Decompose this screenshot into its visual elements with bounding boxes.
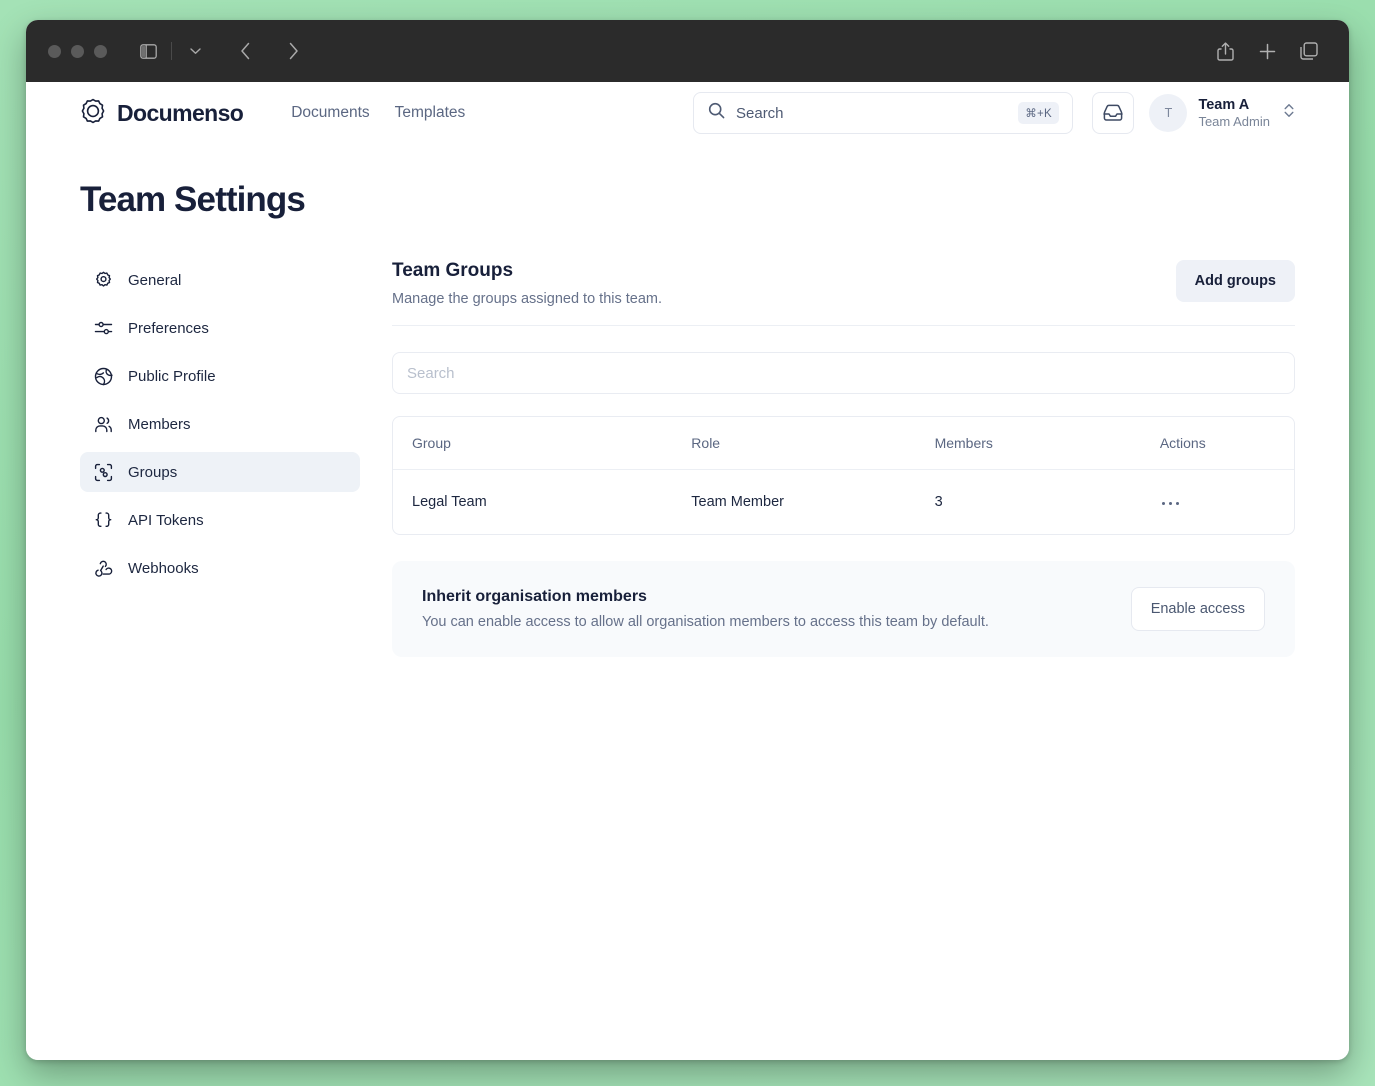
column-header-role[interactable]: Role bbox=[672, 417, 916, 470]
share-icon[interactable] bbox=[1211, 37, 1239, 65]
inherit-organisation-members-panel: Inherit organisation members You can ena… bbox=[392, 561, 1295, 657]
inbox-icon[interactable] bbox=[1092, 92, 1135, 134]
cell-group: Legal Team bbox=[412, 494, 487, 510]
back-arrow-icon[interactable] bbox=[231, 37, 259, 65]
enable-access-button[interactable]: Enable access bbox=[1130, 587, 1265, 631]
sidebar-item-webhooks[interactable]: Webhooks bbox=[80, 548, 360, 588]
braces-icon bbox=[94, 511, 113, 530]
global-search-placeholder: Search bbox=[736, 104, 784, 122]
table-header-row: Group Role Members Actions bbox=[393, 417, 1294, 470]
more-actions-icon[interactable] bbox=[1160, 496, 1182, 512]
content-heading-block: Team Groups Manage the groups assigned t… bbox=[392, 260, 662, 307]
global-search-container: Search ⌘+K bbox=[693, 92, 1073, 134]
add-groups-button[interactable]: Add groups bbox=[1175, 260, 1295, 302]
app-header: Documenso Documents Templates Search ⌘+K bbox=[26, 82, 1349, 144]
new-tab-icon[interactable] bbox=[1253, 37, 1281, 65]
browser-titlebar bbox=[26, 20, 1349, 82]
browser-window: Documenso Documents Templates Search ⌘+K bbox=[26, 20, 1349, 1060]
chevron-up-down-icon bbox=[1283, 102, 1295, 124]
settings-content: Team Groups Manage the groups assigned t… bbox=[360, 260, 1295, 657]
inherit-text-block: Inherit organisation members You can ena… bbox=[422, 588, 989, 630]
groups-table: Group Role Members Actions Legal Team Te… bbox=[392, 416, 1295, 535]
avatar: T bbox=[1149, 94, 1188, 132]
sidebar-item-label: Webhooks bbox=[128, 559, 199, 577]
team-name: Team A bbox=[1198, 96, 1250, 113]
sidebar-item-label: Groups bbox=[128, 463, 178, 481]
brand-logo[interactable]: Documenso bbox=[80, 98, 244, 129]
search-icon bbox=[708, 102, 725, 124]
group-scan-icon bbox=[94, 463, 113, 482]
minimize-window-button[interactable] bbox=[71, 44, 84, 58]
nav-link-documents[interactable]: Documents bbox=[291, 104, 370, 121]
brand-name: Documenso bbox=[117, 99, 244, 126]
global-search-button[interactable]: Search ⌘+K bbox=[693, 92, 1073, 134]
users-icon bbox=[94, 415, 113, 434]
cell-role: Team Member bbox=[691, 494, 784, 510]
nav-link-templates[interactable]: Templates bbox=[394, 104, 466, 121]
table-row: Legal Team Team Member 3 bbox=[393, 470, 1294, 535]
webhook-icon bbox=[94, 559, 113, 578]
sidebar-item-label: Members bbox=[128, 415, 191, 433]
settings-layout: General bbox=[80, 260, 1295, 657]
titlebar-divider bbox=[171, 42, 172, 60]
forward-arrow-icon[interactable] bbox=[279, 37, 307, 65]
content-title: Team Groups bbox=[392, 260, 514, 281]
tab-overview-icon[interactable] bbox=[1295, 37, 1323, 65]
globe-icon bbox=[94, 367, 113, 386]
content-subtitle: Manage the groups assigned to this team. bbox=[392, 291, 663, 307]
column-header-members[interactable]: Members bbox=[915, 417, 1141, 470]
header-right-actions: T Team A Team Admin bbox=[1092, 92, 1295, 134]
page-title: Team Settings bbox=[80, 180, 306, 219]
sidebar-item-general[interactable]: General bbox=[80, 260, 360, 300]
sidebar-item-public-profile[interactable]: Public Profile bbox=[80, 356, 360, 396]
sidebar-toggle-icon[interactable] bbox=[134, 37, 162, 65]
sidebar-item-label: API Tokens bbox=[128, 511, 204, 529]
sidebar-item-members[interactable]: Members bbox=[80, 404, 360, 444]
sidebar-item-label: General bbox=[128, 271, 182, 289]
main-nav: Documents Templates bbox=[291, 104, 465, 122]
cell-members: 3 bbox=[934, 494, 943, 510]
column-header-actions[interactable]: Actions bbox=[1140, 417, 1294, 470]
chevron-down-icon[interactable] bbox=[181, 37, 209, 65]
sidebar-item-api-tokens[interactable]: API Tokens bbox=[80, 500, 360, 540]
sidebar-item-preferences[interactable]: Preferences bbox=[80, 308, 360, 348]
maximize-window-button[interactable] bbox=[94, 44, 107, 58]
close-window-button[interactable] bbox=[48, 44, 61, 58]
sidebar-item-groups[interactable]: Groups bbox=[80, 452, 360, 492]
column-header-group[interactable]: Group bbox=[393, 417, 673, 470]
content-header: Team Groups Manage the groups assigned t… bbox=[392, 260, 1295, 326]
gear-icon bbox=[94, 271, 113, 290]
inherit-description: You can enable access to allow all organ… bbox=[422, 614, 989, 630]
cell-actions bbox=[1141, 470, 1294, 535]
sidebar-item-label: Public Profile bbox=[128, 367, 216, 385]
page-body: Team Settings General bbox=[26, 144, 1349, 1060]
inherit-title: Inherit organisation members bbox=[422, 588, 647, 605]
team-meta: Team A Team Admin bbox=[1198, 96, 1270, 130]
sliders-icon bbox=[94, 319, 113, 338]
group-search-input[interactable] bbox=[392, 352, 1295, 394]
search-shortcut-badge: ⌘+K bbox=[1018, 102, 1059, 124]
window-traffic-lights[interactable] bbox=[48, 44, 107, 58]
team-switcher[interactable]: T Team A Team Admin bbox=[1149, 94, 1295, 132]
settings-sidebar: General bbox=[80, 260, 360, 657]
sidebar-item-label: Preferences bbox=[128, 319, 209, 337]
team-role: Team Admin bbox=[1198, 113, 1270, 129]
documenso-mark-icon bbox=[80, 98, 106, 129]
